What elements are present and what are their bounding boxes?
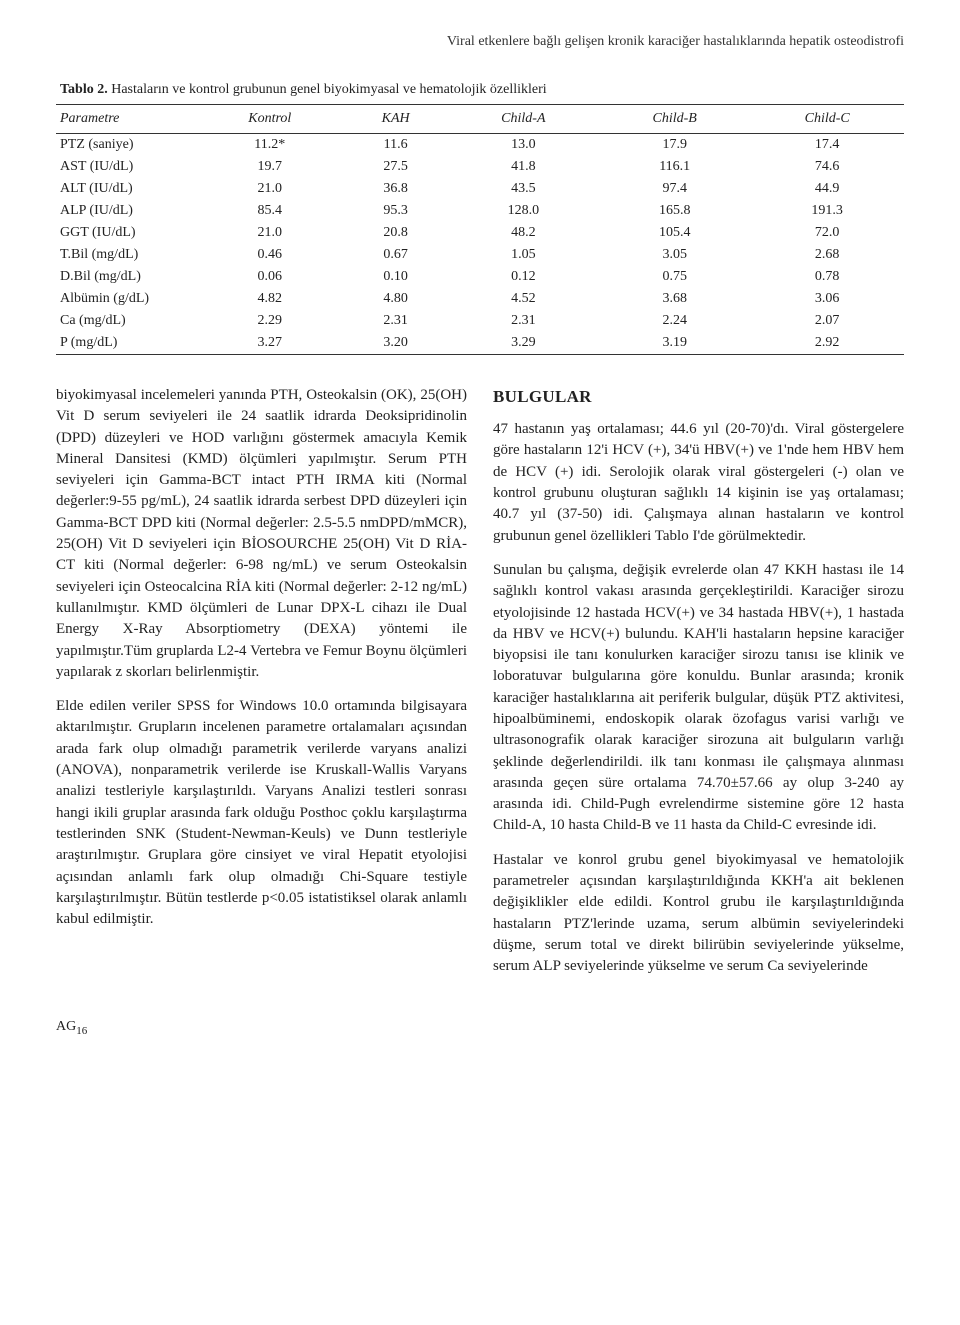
col-header: Child-A	[448, 105, 599, 134]
table-cell: P (mg/dL)	[56, 332, 196, 355]
table-cell: 27.5	[344, 156, 448, 178]
table-cell: 0.10	[344, 266, 448, 288]
table-caption: Tablo 2. Hastaların ve kontrol grubunun …	[56, 82, 904, 98]
table-cell: ALT (IU/dL)	[56, 178, 196, 200]
table-cell: AST (IU/dL)	[56, 156, 196, 178]
table-cell: 3.27	[196, 332, 344, 355]
page-label: AG	[56, 1019, 76, 1034]
table-cell: 2.31	[344, 310, 448, 332]
table-cell: 128.0	[448, 200, 599, 222]
table-cell: PTZ (saniye)	[56, 134, 196, 157]
left-column: biyokimyasal incelemeleri yanında PTH, O…	[56, 385, 467, 991]
table-cell: 44.9	[750, 178, 904, 200]
page-footer: AG16	[56, 1019, 904, 1037]
table-cell: 116.1	[599, 156, 750, 178]
table-cell: 4.82	[196, 288, 344, 310]
table-cell: 165.8	[599, 200, 750, 222]
table-cell: 4.52	[448, 288, 599, 310]
table-cell: Ca (mg/dL)	[56, 310, 196, 332]
body-paragraph: Elde edilen veriler SPSS for Windows 10.…	[56, 696, 467, 930]
col-header: Kontrol	[196, 105, 344, 134]
table-cell: 4.80	[344, 288, 448, 310]
body-paragraph: Sunulan bu çalışma, değişik evrelerde ol…	[493, 560, 904, 837]
table-cell: 19.7	[196, 156, 344, 178]
col-header: Child-B	[599, 105, 750, 134]
table-cell: 11.6	[344, 134, 448, 157]
table-cell: 43.5	[448, 178, 599, 200]
table-row: PTZ (saniye)11.2*11.613.017.917.4	[56, 134, 904, 157]
body-paragraph: biyokimyasal incelemeleri yanında PTH, O…	[56, 385, 467, 683]
table-row: P (mg/dL)3.273.203.293.192.92	[56, 332, 904, 355]
table-cell: 95.3	[344, 200, 448, 222]
table-row: T.Bil (mg/dL)0.460.671.053.052.68	[56, 244, 904, 266]
table-cell: 72.0	[750, 222, 904, 244]
table-row: AST (IU/dL)19.727.541.8116.174.6	[56, 156, 904, 178]
table-cell: 105.4	[599, 222, 750, 244]
table-cell: Albümin (g/dL)	[56, 288, 196, 310]
two-column-body: biyokimyasal incelemeleri yanında PTH, O…	[56, 385, 904, 991]
table-cell: 17.4	[750, 134, 904, 157]
table-cell: 21.0	[196, 222, 344, 244]
data-table: Parametre Kontrol KAH Child-A Child-B Ch…	[56, 104, 904, 355]
table-cell: 191.3	[750, 200, 904, 222]
table-cell: 41.8	[448, 156, 599, 178]
table-cell: 17.9	[599, 134, 750, 157]
table-cell: 3.05	[599, 244, 750, 266]
table-cell: 0.75	[599, 266, 750, 288]
table-cell: 21.0	[196, 178, 344, 200]
table-cell: 3.06	[750, 288, 904, 310]
table-row: D.Bil (mg/dL)0.060.100.120.750.78	[56, 266, 904, 288]
table-cell: 20.8	[344, 222, 448, 244]
table-cell: 0.78	[750, 266, 904, 288]
table-cell: T.Bil (mg/dL)	[56, 244, 196, 266]
table-cell: 36.8	[344, 178, 448, 200]
table-cell: ALP (IU/dL)	[56, 200, 196, 222]
table-cell: 0.67	[344, 244, 448, 266]
body-paragraph: 47 hastanın yaş ortalaması; 44.6 yıl (20…	[493, 419, 904, 547]
col-header: Child-C	[750, 105, 904, 134]
table-cell: 2.24	[599, 310, 750, 332]
table-cell: 74.6	[750, 156, 904, 178]
table-cell: 1.05	[448, 244, 599, 266]
table-cell: 2.68	[750, 244, 904, 266]
table-cell: 3.19	[599, 332, 750, 355]
body-paragraph: Hastalar ve konrol grubu genel biyokimya…	[493, 850, 904, 978]
table-cell: D.Bil (mg/dL)	[56, 266, 196, 288]
table-cell: 2.92	[750, 332, 904, 355]
table-row: GGT (IU/dL)21.020.848.2105.472.0	[56, 222, 904, 244]
table-row: Albümin (g/dL)4.824.804.523.683.06	[56, 288, 904, 310]
table-cell: 0.46	[196, 244, 344, 266]
section-heading: BULGULAR	[493, 385, 904, 409]
table-cell: 3.20	[344, 332, 448, 355]
table-cell: 2.07	[750, 310, 904, 332]
table-cell: GGT (IU/dL)	[56, 222, 196, 244]
table-cell: 3.68	[599, 288, 750, 310]
table-header-row: Parametre Kontrol KAH Child-A Child-B Ch…	[56, 105, 904, 134]
table-cell: 0.06	[196, 266, 344, 288]
table-cell: 11.2*	[196, 134, 344, 157]
table-cell: 85.4	[196, 200, 344, 222]
table-cell: 0.12	[448, 266, 599, 288]
table-caption-rest: Hastaların ve kontrol grubunun genel biy…	[108, 82, 547, 97]
table-row: ALT (IU/dL)21.036.843.597.444.9	[56, 178, 904, 200]
table-cell: 2.29	[196, 310, 344, 332]
table-caption-bold: Tablo 2.	[60, 82, 108, 97]
table-row: Ca (mg/dL)2.292.312.312.242.07	[56, 310, 904, 332]
table-row: ALP (IU/dL)85.495.3128.0165.8191.3	[56, 200, 904, 222]
table-cell: 13.0	[448, 134, 599, 157]
col-header: KAH	[344, 105, 448, 134]
page-number: 16	[76, 1024, 87, 1036]
table-cell: 97.4	[599, 178, 750, 200]
table-cell: 48.2	[448, 222, 599, 244]
running-title: Viral etkenlere bağlı gelişen kronik kar…	[56, 34, 904, 50]
table-cell: 3.29	[448, 332, 599, 355]
col-header: Parametre	[56, 105, 196, 134]
right-column: BULGULAR 47 hastanın yaş ortalaması; 44.…	[493, 385, 904, 991]
table-cell: 2.31	[448, 310, 599, 332]
